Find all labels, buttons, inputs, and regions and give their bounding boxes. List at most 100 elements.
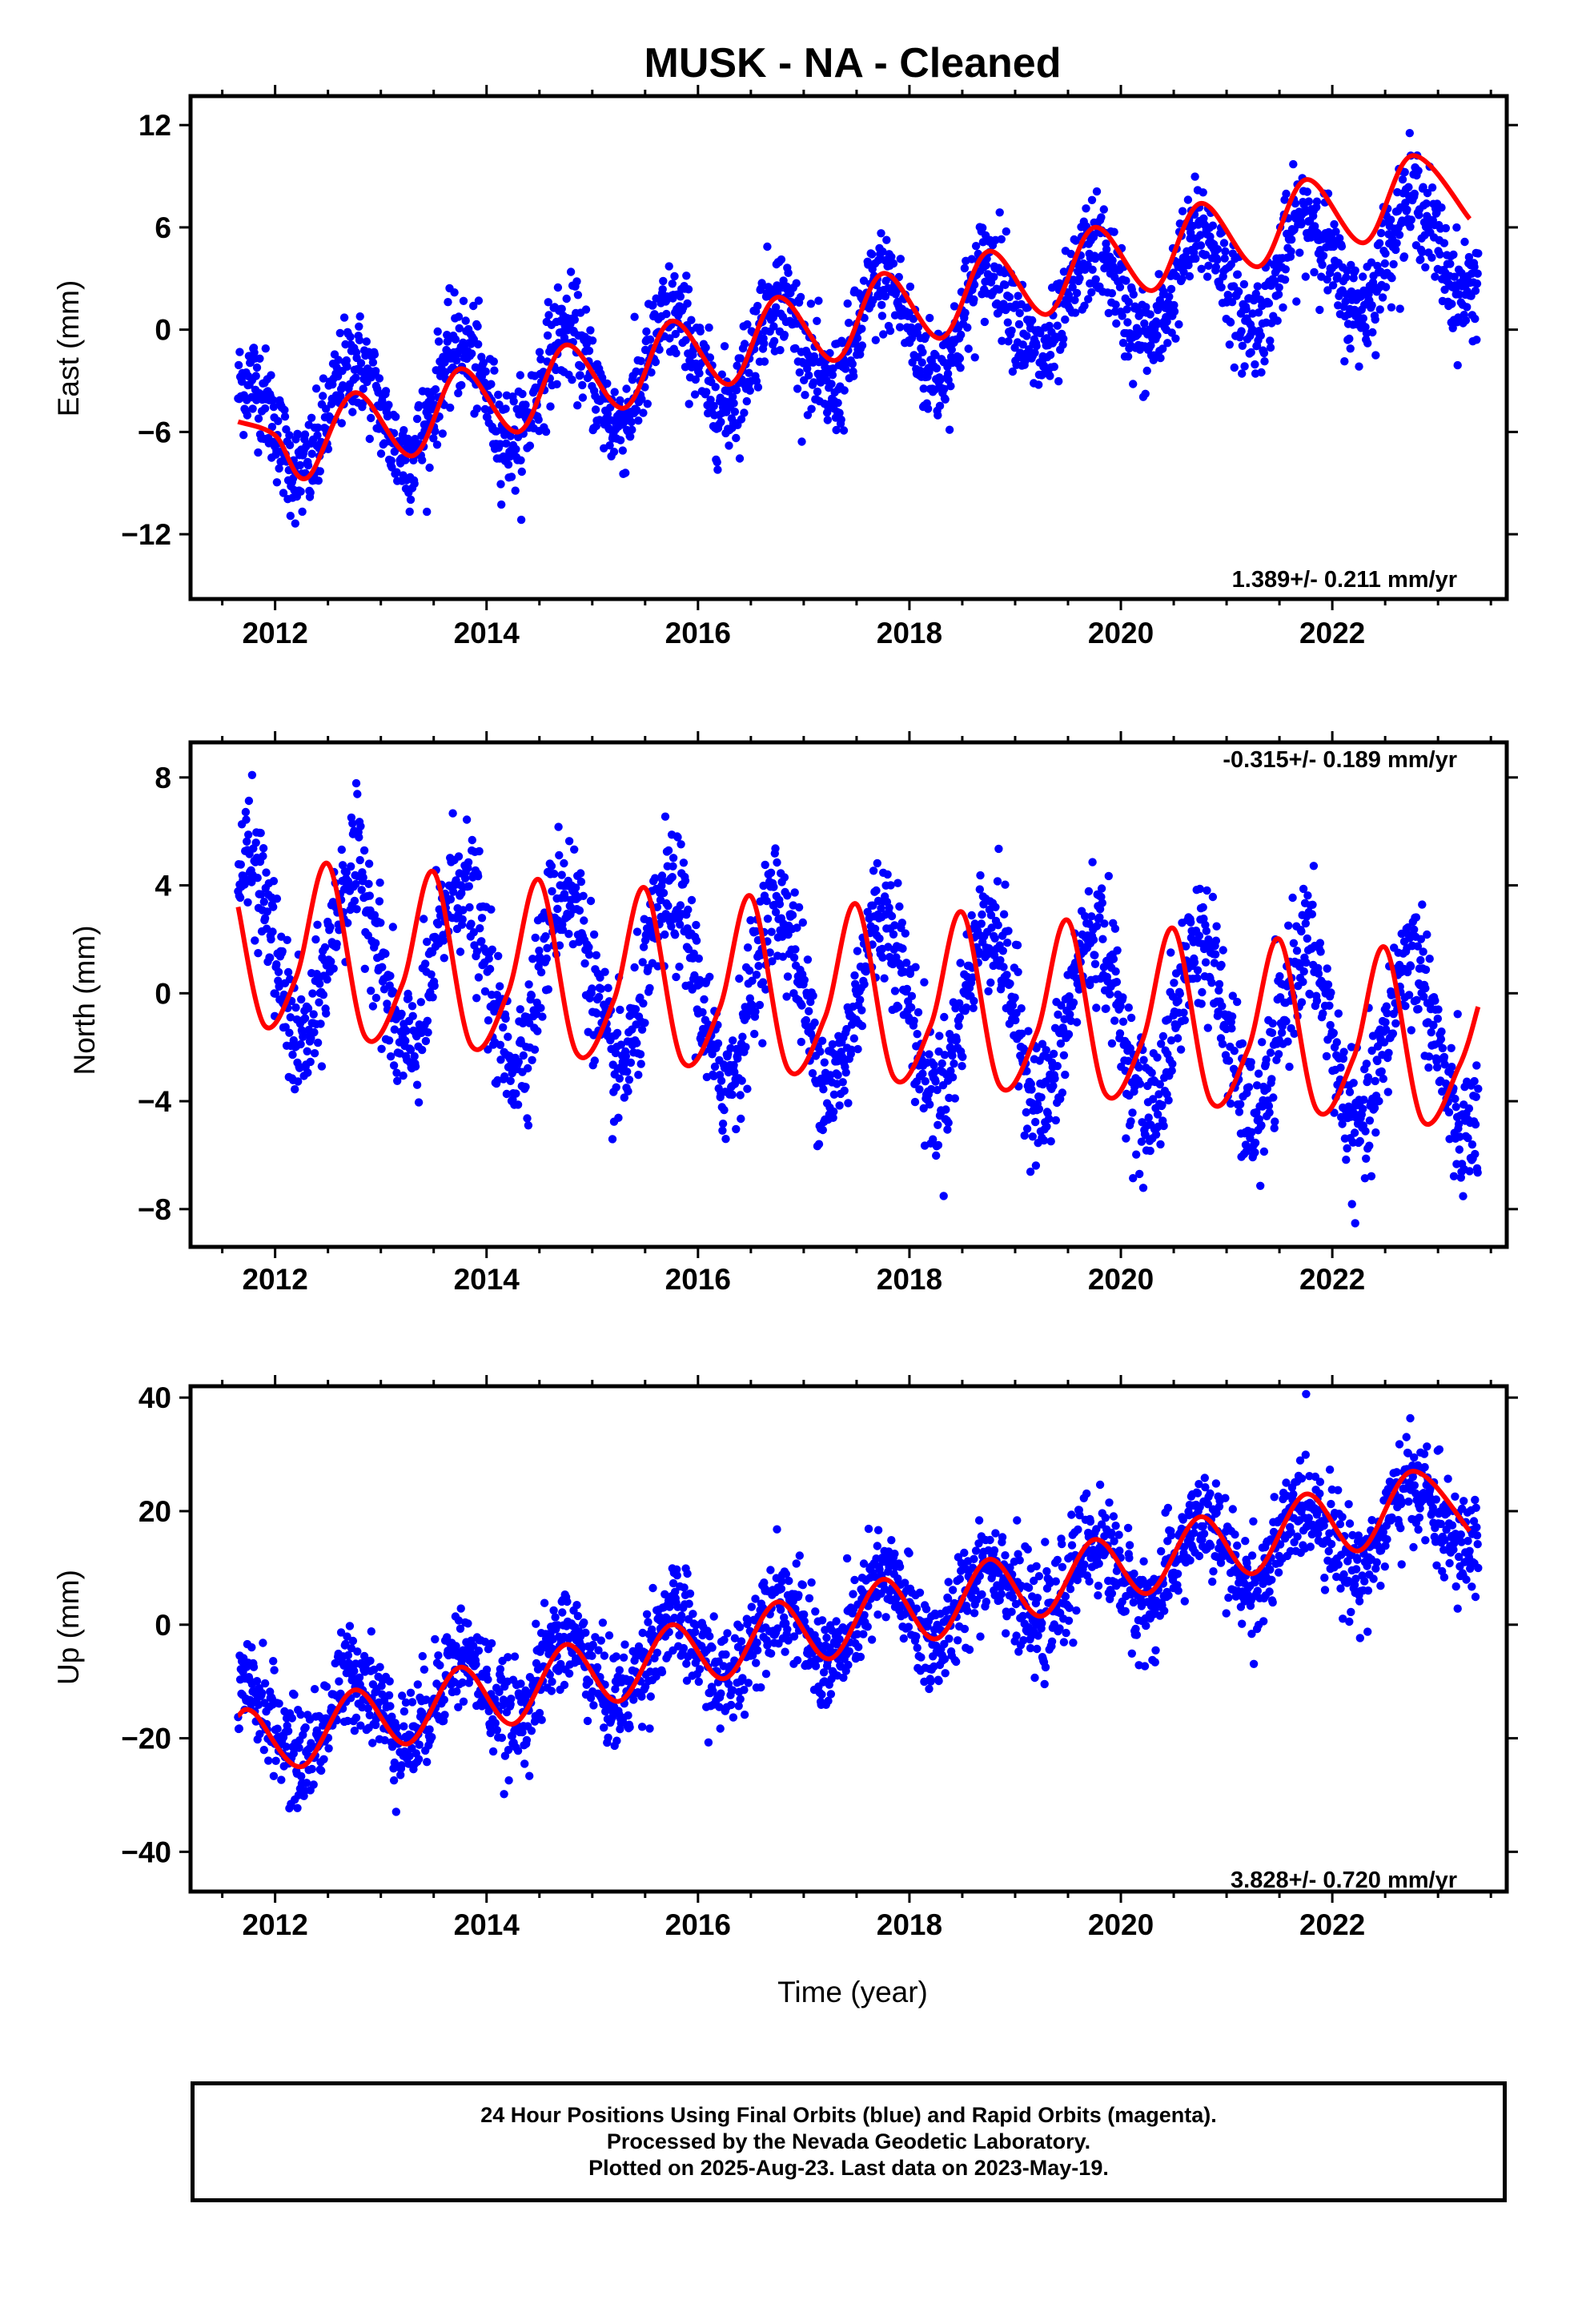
- data-point: [1318, 260, 1327, 269]
- data-point: [1338, 1120, 1347, 1128]
- data-point: [543, 331, 552, 340]
- data-point: [833, 398, 842, 408]
- data-point: [762, 896, 771, 906]
- data-point: [1022, 1108, 1031, 1117]
- data-point: [553, 904, 562, 914]
- data-point: [1472, 336, 1481, 344]
- data-point: [1156, 353, 1165, 363]
- data-point: [964, 344, 973, 353]
- data-point: [659, 888, 669, 898]
- data-point: [713, 457, 721, 467]
- data-point: [655, 345, 664, 354]
- data-point: [297, 1771, 306, 1781]
- data-point: [576, 877, 586, 887]
- data-point: [732, 1124, 741, 1134]
- data-point: [792, 279, 801, 287]
- data-point: [1319, 251, 1328, 260]
- data-point: [1292, 297, 1301, 306]
- data-point: [970, 280, 979, 289]
- data-point: [285, 431, 294, 440]
- data-point: [616, 1040, 625, 1049]
- data-point: [717, 417, 725, 427]
- data-point: [1046, 372, 1054, 380]
- data-point: [828, 371, 837, 380]
- data-point: [1421, 263, 1430, 271]
- data-point: [306, 1057, 315, 1067]
- data-point: [234, 360, 243, 370]
- data-point: [990, 272, 998, 281]
- data-point: [440, 954, 448, 963]
- data-point: [718, 1126, 727, 1136]
- data-point: [1081, 911, 1090, 921]
- data-point: [982, 261, 991, 270]
- data-point: [1367, 1172, 1376, 1181]
- data-point: [494, 951, 503, 961]
- data-point: [920, 978, 929, 987]
- data-point: [1310, 267, 1319, 277]
- data-point: [1106, 990, 1114, 999]
- data-point: [1235, 1108, 1244, 1116]
- data-point: [391, 412, 400, 421]
- data-point: [950, 302, 959, 311]
- data-point: [832, 425, 841, 435]
- data-point: [269, 877, 279, 886]
- data-point: [1381, 249, 1390, 258]
- data-point: [800, 975, 809, 985]
- data-point: [690, 390, 700, 399]
- data-point: [1259, 1147, 1269, 1156]
- data-point: [1199, 188, 1207, 197]
- data-point: [1132, 324, 1142, 332]
- data-point: [1126, 1013, 1136, 1023]
- data-point: [247, 770, 257, 779]
- data-point: [1383, 1009, 1391, 1018]
- data-point: [765, 948, 774, 957]
- data-point: [1297, 927, 1306, 936]
- data-point: [1238, 1039, 1247, 1048]
- data-point: [578, 380, 587, 390]
- data-point: [1090, 959, 1100, 969]
- data-point: [667, 922, 676, 931]
- data-point: [1072, 1018, 1082, 1027]
- data-point: [898, 944, 907, 953]
- data-point: [1470, 263, 1479, 271]
- panel-east: East (mm) 1.389+/- 0.211 mm/yr 2012 2014 2…: [52, 85, 1518, 649]
- data-point: [636, 1050, 645, 1059]
- data-point: [331, 1659, 339, 1668]
- data-point: [1107, 1039, 1117, 1048]
- data-point: [1267, 1075, 1276, 1084]
- data-point: [355, 855, 364, 865]
- data-point: [266, 953, 275, 963]
- data-point: [919, 1104, 928, 1113]
- data-point: [1252, 1081, 1262, 1090]
- x-tick-label: 2014: [454, 1263, 520, 1296]
- x-tick-label: 2020: [1088, 1263, 1154, 1296]
- up-rate-label: 3.828+/- 0.720 mm/yr: [1231, 1868, 1457, 1893]
- data-point: [1226, 1099, 1235, 1108]
- data-point: [581, 305, 591, 314]
- data-point: [740, 408, 749, 417]
- data-point: [1421, 983, 1430, 993]
- data-point: [1084, 887, 1094, 896]
- data-point: [1050, 1074, 1059, 1084]
- data-point: [1424, 1052, 1434, 1061]
- data-point: [440, 358, 449, 367]
- data-point: [544, 298, 552, 307]
- data-point: [980, 317, 990, 327]
- data-point: [1266, 343, 1275, 352]
- data-point: [1287, 235, 1296, 244]
- data-point: [1204, 261, 1213, 270]
- data-point: [251, 372, 260, 380]
- data-point: [1171, 334, 1180, 343]
- data-point: [1011, 1015, 1020, 1025]
- data-point: [381, 387, 391, 396]
- data-point: [735, 454, 745, 463]
- data-point: [905, 282, 915, 292]
- data-point: [348, 819, 357, 828]
- data-point: [1242, 304, 1251, 314]
- data-point: [844, 1099, 853, 1108]
- data-point: [538, 1012, 547, 1021]
- data-point: [1176, 1045, 1186, 1054]
- data-point: [1082, 204, 1090, 213]
- data-point: [1163, 339, 1172, 348]
- data-point: [464, 882, 473, 891]
